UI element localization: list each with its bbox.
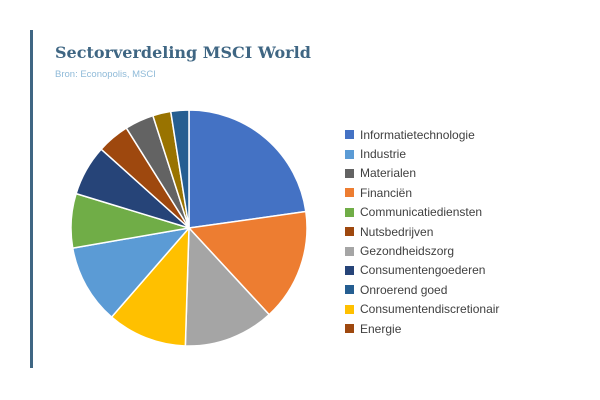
pie-slice-industrie [71, 227, 190, 318]
legend-item: Communicatiediensten [345, 203, 499, 222]
legend-item: Gezondheidszorg [345, 241, 499, 260]
legend-label: Consumentendiscretionair [360, 302, 500, 317]
legend-label: Consumentengoederen [360, 263, 486, 278]
pie-slice-gezondheidszorg [184, 227, 270, 347]
legend-item: Informatietechnologie [345, 125, 499, 144]
legend-item: Nutsbedrijven [345, 222, 499, 241]
legend-swatch [345, 285, 354, 295]
legend-swatch [345, 168, 354, 178]
legend-item: Energie [345, 319, 499, 338]
legend-swatch [345, 207, 354, 217]
legend-label: Financiën [360, 185, 413, 200]
legend-swatch [345, 246, 354, 256]
legend-label: Energie [360, 321, 402, 336]
legend-label: Communicatiediensten [360, 205, 483, 220]
pie-slice-financi-n [188, 210, 308, 316]
legend-swatch [345, 188, 354, 198]
legend-swatch [345, 324, 354, 334]
legend-item: Industrie [345, 144, 499, 163]
legend-label: Onroerend goed [360, 282, 448, 297]
legend-label: Industrie [360, 147, 407, 162]
legend-label: Materialen [360, 166, 417, 181]
legend-label: Informatietechnologie [360, 127, 475, 142]
legend-swatch [345, 149, 354, 159]
legend-swatch [345, 130, 354, 140]
chart-legend: Informatietechnologie Industrie Materialen… [345, 125, 499, 338]
legend-label: Gezondheidszorg [360, 244, 455, 259]
pie-slice-onroerend-goed [169, 109, 190, 229]
legend-swatch [345, 265, 354, 275]
accent-bar [30, 30, 33, 368]
legend-item: Consumentengoederen [345, 261, 499, 280]
legend-swatch [345, 227, 354, 237]
legend-item: Onroerend goed [345, 280, 499, 299]
legend-item: Financiën [345, 183, 499, 202]
chart-title: Sectorverdeling MSCI World [55, 43, 311, 62]
legend-item: Materialen [345, 164, 499, 183]
pie-slice-informatietechnologie [188, 109, 307, 229]
pie-slice-consumentendiscretionair [110, 227, 190, 347]
legend-item: Consumentendiscretionair [345, 300, 499, 319]
chart-source: Bron: Econopolis, MSCI [55, 69, 156, 80]
legend-swatch [345, 304, 354, 314]
legend-label: Nutsbedrijven [360, 224, 434, 239]
